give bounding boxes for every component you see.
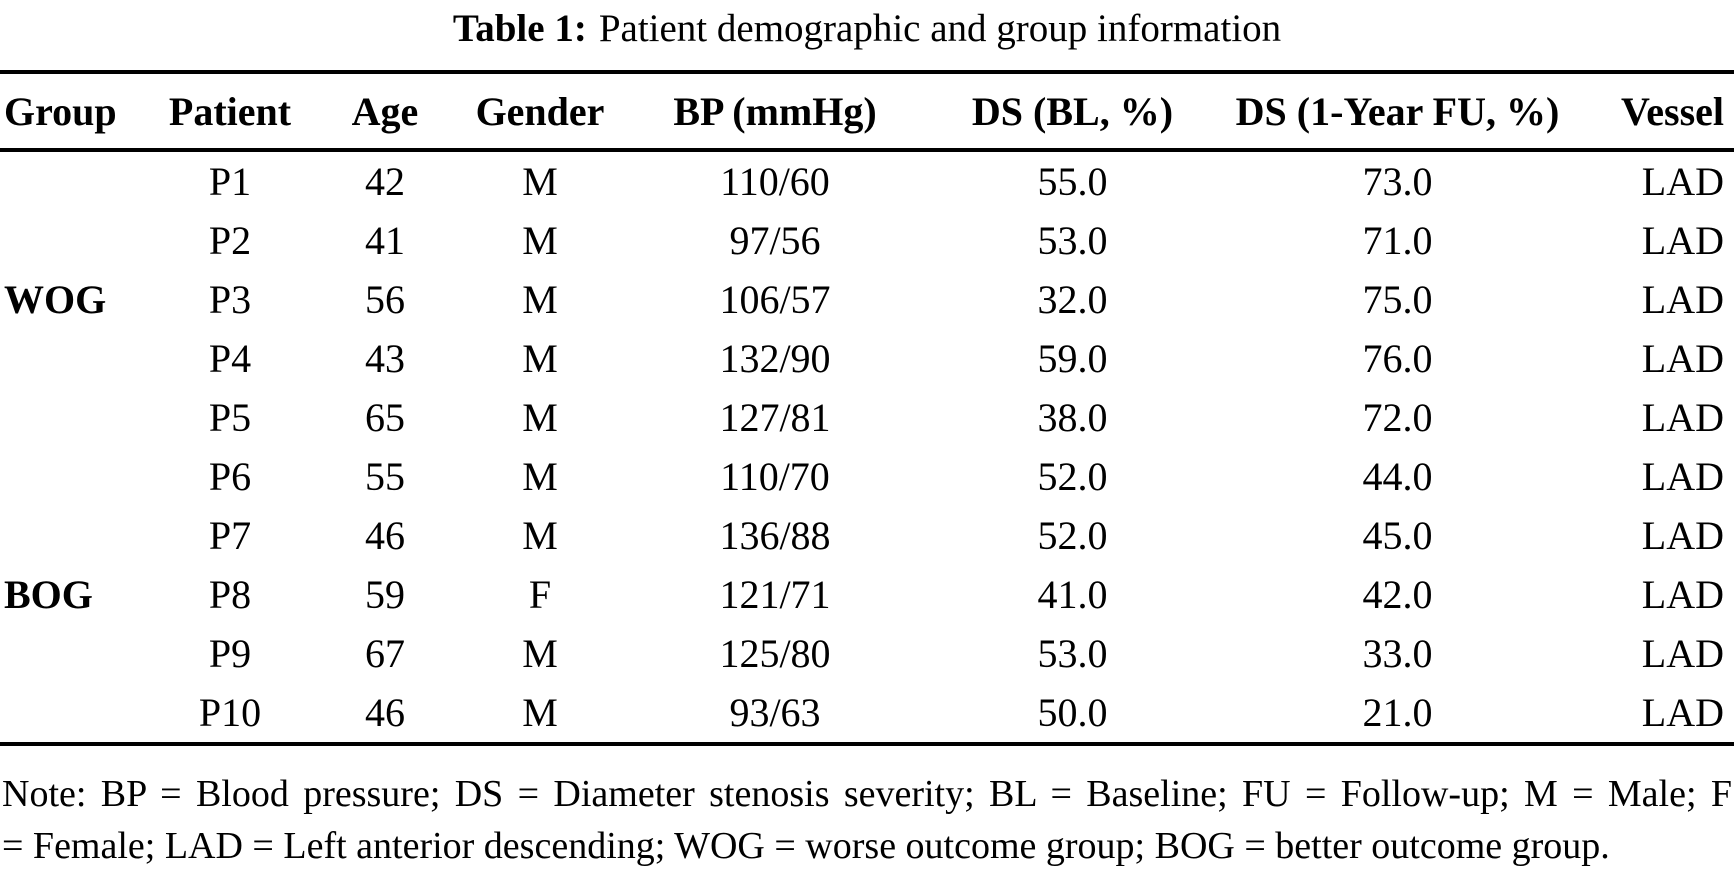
cell-gender: M: [522, 513, 558, 558]
cell-ds-fu: 45.0: [1362, 513, 1433, 558]
footnote-line-1: Note: BP = Blood pressure; DS = Diameter…: [2, 773, 1732, 815]
cell-age: 65: [365, 395, 405, 440]
cell-vessel: LAD: [1641, 395, 1724, 440]
column-header-group: Group: [0, 72, 130, 152]
column-header-ds-bl: DS (BL, %): [910, 72, 1235, 152]
cell-bp: 125/80: [719, 631, 831, 676]
cell-patient: P6: [208, 454, 252, 499]
cell-vessel: LAD: [1641, 690, 1724, 735]
cell-age: 59: [365, 572, 405, 617]
cell-vessel: LAD: [1641, 572, 1724, 617]
cell-ds-fu: 44.0: [1362, 454, 1433, 499]
column-header-patient: Patient: [130, 72, 330, 152]
cell-ds-bl: 38.0: [1037, 395, 1108, 440]
cell-age: 56: [365, 277, 405, 322]
cell-gender: M: [522, 690, 558, 735]
group-cell-bog: BOG: [4, 572, 93, 617]
cell-ds-bl: 52.0: [1037, 513, 1108, 558]
cell-age: 67: [365, 631, 405, 676]
cell-ds-bl: 50.0: [1037, 690, 1108, 735]
cell-vessel: LAD: [1641, 513, 1724, 558]
column-header-vessel: Vessel: [1560, 72, 1734, 152]
cell-ds-fu: 76.0: [1362, 336, 1433, 381]
cell-gender: M: [522, 631, 558, 676]
cell-ds-fu: 73.0: [1362, 159, 1433, 204]
cell-age: 55: [365, 454, 405, 499]
cell-ds-bl: 53.0: [1037, 218, 1108, 263]
cell-vessel: LAD: [1641, 631, 1724, 676]
cell-gender: M: [522, 336, 558, 381]
table-row: P9 67 M 125/80 53.0 33.0 LAD: [0, 624, 1734, 683]
cell-gender: M: [522, 159, 558, 204]
column-header-gender: Gender: [440, 72, 640, 152]
table-row: BOG P6 55 M 110/70 52.0 44.0 LAD: [0, 447, 1734, 617]
cell-ds-bl: 52.0: [1037, 454, 1108, 499]
table-title-label: Table 1:: [452, 7, 587, 50]
footnote-line-2: = Female; LAD = Left anterior descending…: [2, 825, 1610, 867]
cell-age: 42: [365, 159, 405, 204]
cell-bp: 93/63: [729, 690, 821, 735]
cell-age: 43: [365, 336, 405, 381]
table-row: P2 41 M 97/56 53.0 71.0 LAD: [0, 211, 1734, 270]
cell-patient: P8: [208, 572, 252, 617]
cell-patient: P2: [208, 218, 252, 263]
cell-bp: 136/88: [719, 513, 831, 558]
cell-ds-fu: 72.0: [1362, 395, 1433, 440]
cell-ds-fu: 71.0: [1362, 218, 1433, 263]
cell-gender: M: [522, 395, 558, 440]
cell-ds-fu: 33.0: [1362, 631, 1433, 676]
table-row: P3 56 M 106/57 32.0 75.0 LAD: [0, 270, 1734, 329]
table-title-text: Patient demographic and group informatio…: [598, 7, 1282, 50]
table-title: Table 1: Patient demographic and group in…: [0, 0, 1734, 52]
cell-age: 46: [365, 513, 405, 558]
cell-vessel: LAD: [1641, 159, 1724, 204]
cell-ds-bl: 59.0: [1037, 336, 1108, 381]
cell-bp: 132/90: [719, 336, 831, 381]
cell-gender: M: [522, 218, 558, 263]
cell-bp: 106/57: [719, 277, 831, 322]
patient-table: Group Patient Age Gender BP (mmHg) DS (B…: [0, 70, 1734, 746]
cell-patient: P10: [198, 690, 262, 735]
table-row: P5 65 M 127/81 38.0 72.0 LAD: [0, 388, 1734, 447]
table-row: P10 46 M 93/63 50.0 21.0 LAD: [0, 683, 1734, 744]
cell-vessel: LAD: [1641, 454, 1724, 499]
cell-gender: F: [528, 572, 552, 617]
group-cell-wog: WOG: [4, 277, 107, 322]
cell-ds-bl: 32.0: [1037, 277, 1108, 322]
cell-gender: M: [522, 277, 558, 322]
table-footnote: Note: BP = Blood pressure; DS = Diameter…: [0, 768, 1734, 872]
cell-patient: P7: [208, 513, 252, 558]
cell-ds-bl: 41.0: [1037, 572, 1108, 617]
cell-ds-fu: 21.0: [1362, 690, 1433, 735]
cell-vessel: LAD: [1641, 218, 1724, 263]
cell-bp: 121/71: [719, 572, 831, 617]
cell-ds-fu: 42.0: [1362, 572, 1433, 617]
cell-bp: 110/70: [720, 454, 830, 499]
cell-patient: P9: [208, 631, 252, 676]
column-header-bp: BP (mmHg): [640, 72, 910, 152]
table-row: P7 46 M 136/88 52.0 45.0 LAD: [0, 506, 1734, 565]
cell-bp: 127/81: [719, 395, 831, 440]
cell-patient: P3: [208, 277, 252, 322]
cell-patient: P1: [208, 159, 252, 204]
cell-age: 46: [365, 690, 405, 735]
cell-ds-bl: 55.0: [1037, 159, 1108, 204]
cell-ds-fu: 75.0: [1362, 277, 1433, 322]
cell-age: 41: [365, 218, 405, 263]
cell-bp: 110/60: [720, 159, 830, 204]
cell-ds-bl: 53.0: [1037, 631, 1108, 676]
cell-gender: M: [522, 454, 558, 499]
column-header-age: Age: [330, 72, 440, 152]
table-row: WOG P1 42 M 110/60 55.0 73.0 LAD: [0, 150, 1734, 322]
cell-vessel: LAD: [1641, 277, 1724, 322]
table-row: P8 59 F 121/71 41.0 42.0 LAD: [0, 565, 1734, 624]
column-header-ds-fu: DS (1-Year FU, %): [1235, 72, 1560, 152]
cell-vessel: LAD: [1641, 336, 1724, 381]
cell-patient: P5: [208, 395, 252, 440]
table-row: P4 43 M 132/90 59.0 76.0 LAD: [0, 329, 1734, 388]
header-row: Group Patient Age Gender BP (mmHg) DS (B…: [0, 72, 1734, 152]
cell-patient: P4: [208, 336, 252, 381]
cell-bp: 97/56: [729, 218, 821, 263]
